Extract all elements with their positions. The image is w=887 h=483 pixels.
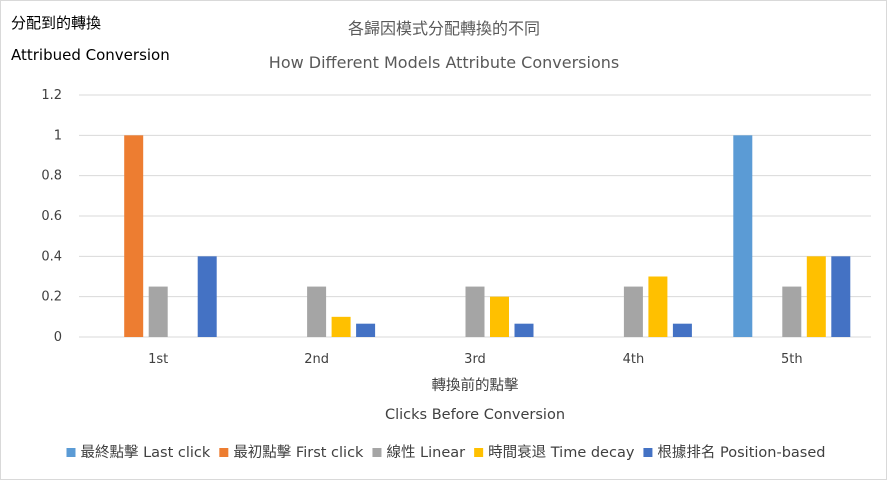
bar	[782, 286, 802, 337]
bar	[307, 286, 327, 337]
bar	[623, 286, 643, 337]
x-tick-label: 1st	[148, 352, 168, 367]
x-axis-label: 轉換前的點擊	[432, 376, 519, 394]
legend-label: 最初點擊 First click	[233, 443, 364, 461]
y-axis-label-en: Attribued Conversion	[11, 46, 170, 64]
legend-item: 最終點擊 Last click	[66, 443, 211, 461]
bar	[648, 276, 668, 337]
legend: 最終點擊 Last click 最初點擊 First click 線性 Linear…	[66, 443, 826, 461]
x-tick-label: 5th	[781, 352, 803, 367]
chart-title: 各歸因模式分配轉換的不同	[348, 19, 540, 38]
bar	[733, 135, 753, 337]
bars	[124, 135, 851, 337]
y-tick-labels: 0 0.2 0.4 0.6 0.8 1 1.2	[41, 88, 62, 345]
x-tick-label: 3rd	[464, 352, 486, 367]
y-tick-label: 1.2	[41, 88, 62, 103]
y-tick-label: 0.2	[41, 290, 62, 305]
legend-swatch	[474, 448, 484, 457]
legend-label: 最終點擊 Last click	[80, 443, 210, 461]
bar	[490, 296, 509, 337]
bar	[356, 323, 376, 337]
bar	[197, 256, 217, 337]
bar	[514, 323, 534, 337]
y-tick-label: 0	[54, 330, 62, 345]
legend-label: 時間衰退 Time decay	[488, 444, 635, 461]
y-tick-label: 0.4	[41, 249, 62, 264]
x-tick-labels: 1st 2nd 3rd 4th 5th	[148, 352, 802, 367]
x-axis-label-en: Clicks Before Conversion	[385, 407, 565, 423]
x-tick-label: 2nd	[304, 352, 329, 367]
y-tick-label: 0.6	[41, 209, 62, 224]
chart-subtitle: How Different Models Attribute Conversio…	[269, 53, 619, 72]
y-tick-label: 1	[54, 128, 62, 143]
y-axis-label: 分配到的轉換	[11, 14, 101, 32]
legend-label: 線性 Linear	[386, 444, 465, 461]
bar	[148, 286, 168, 337]
legend-swatch	[66, 448, 76, 457]
legend-item: 線性 Linear	[372, 444, 465, 461]
bar	[331, 316, 351, 337]
legend-swatch	[219, 448, 229, 457]
x-tick-label: 4th	[623, 352, 645, 367]
bar	[806, 256, 826, 337]
bar	[465, 286, 485, 337]
legend-swatch	[643, 448, 653, 457]
bar	[124, 135, 144, 337]
legend-item: 根據排名 Position-based	[643, 444, 826, 461]
y-tick-label: 0.8	[41, 169, 62, 184]
bar	[831, 256, 851, 337]
bar	[672, 323, 692, 337]
legend-item: 時間衰退 Time decay	[474, 444, 635, 461]
legend-label: 根據排名 Position-based	[657, 444, 825, 461]
legend-item: 最初點擊 First click	[219, 443, 364, 461]
legend-swatch	[372, 448, 382, 457]
